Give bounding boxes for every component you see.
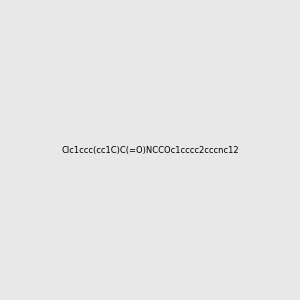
Text: Clc1ccc(cc1C)C(=O)NCCOc1cccc2cccnc12: Clc1ccc(cc1C)C(=O)NCCOc1cccc2cccnc12	[61, 146, 239, 154]
